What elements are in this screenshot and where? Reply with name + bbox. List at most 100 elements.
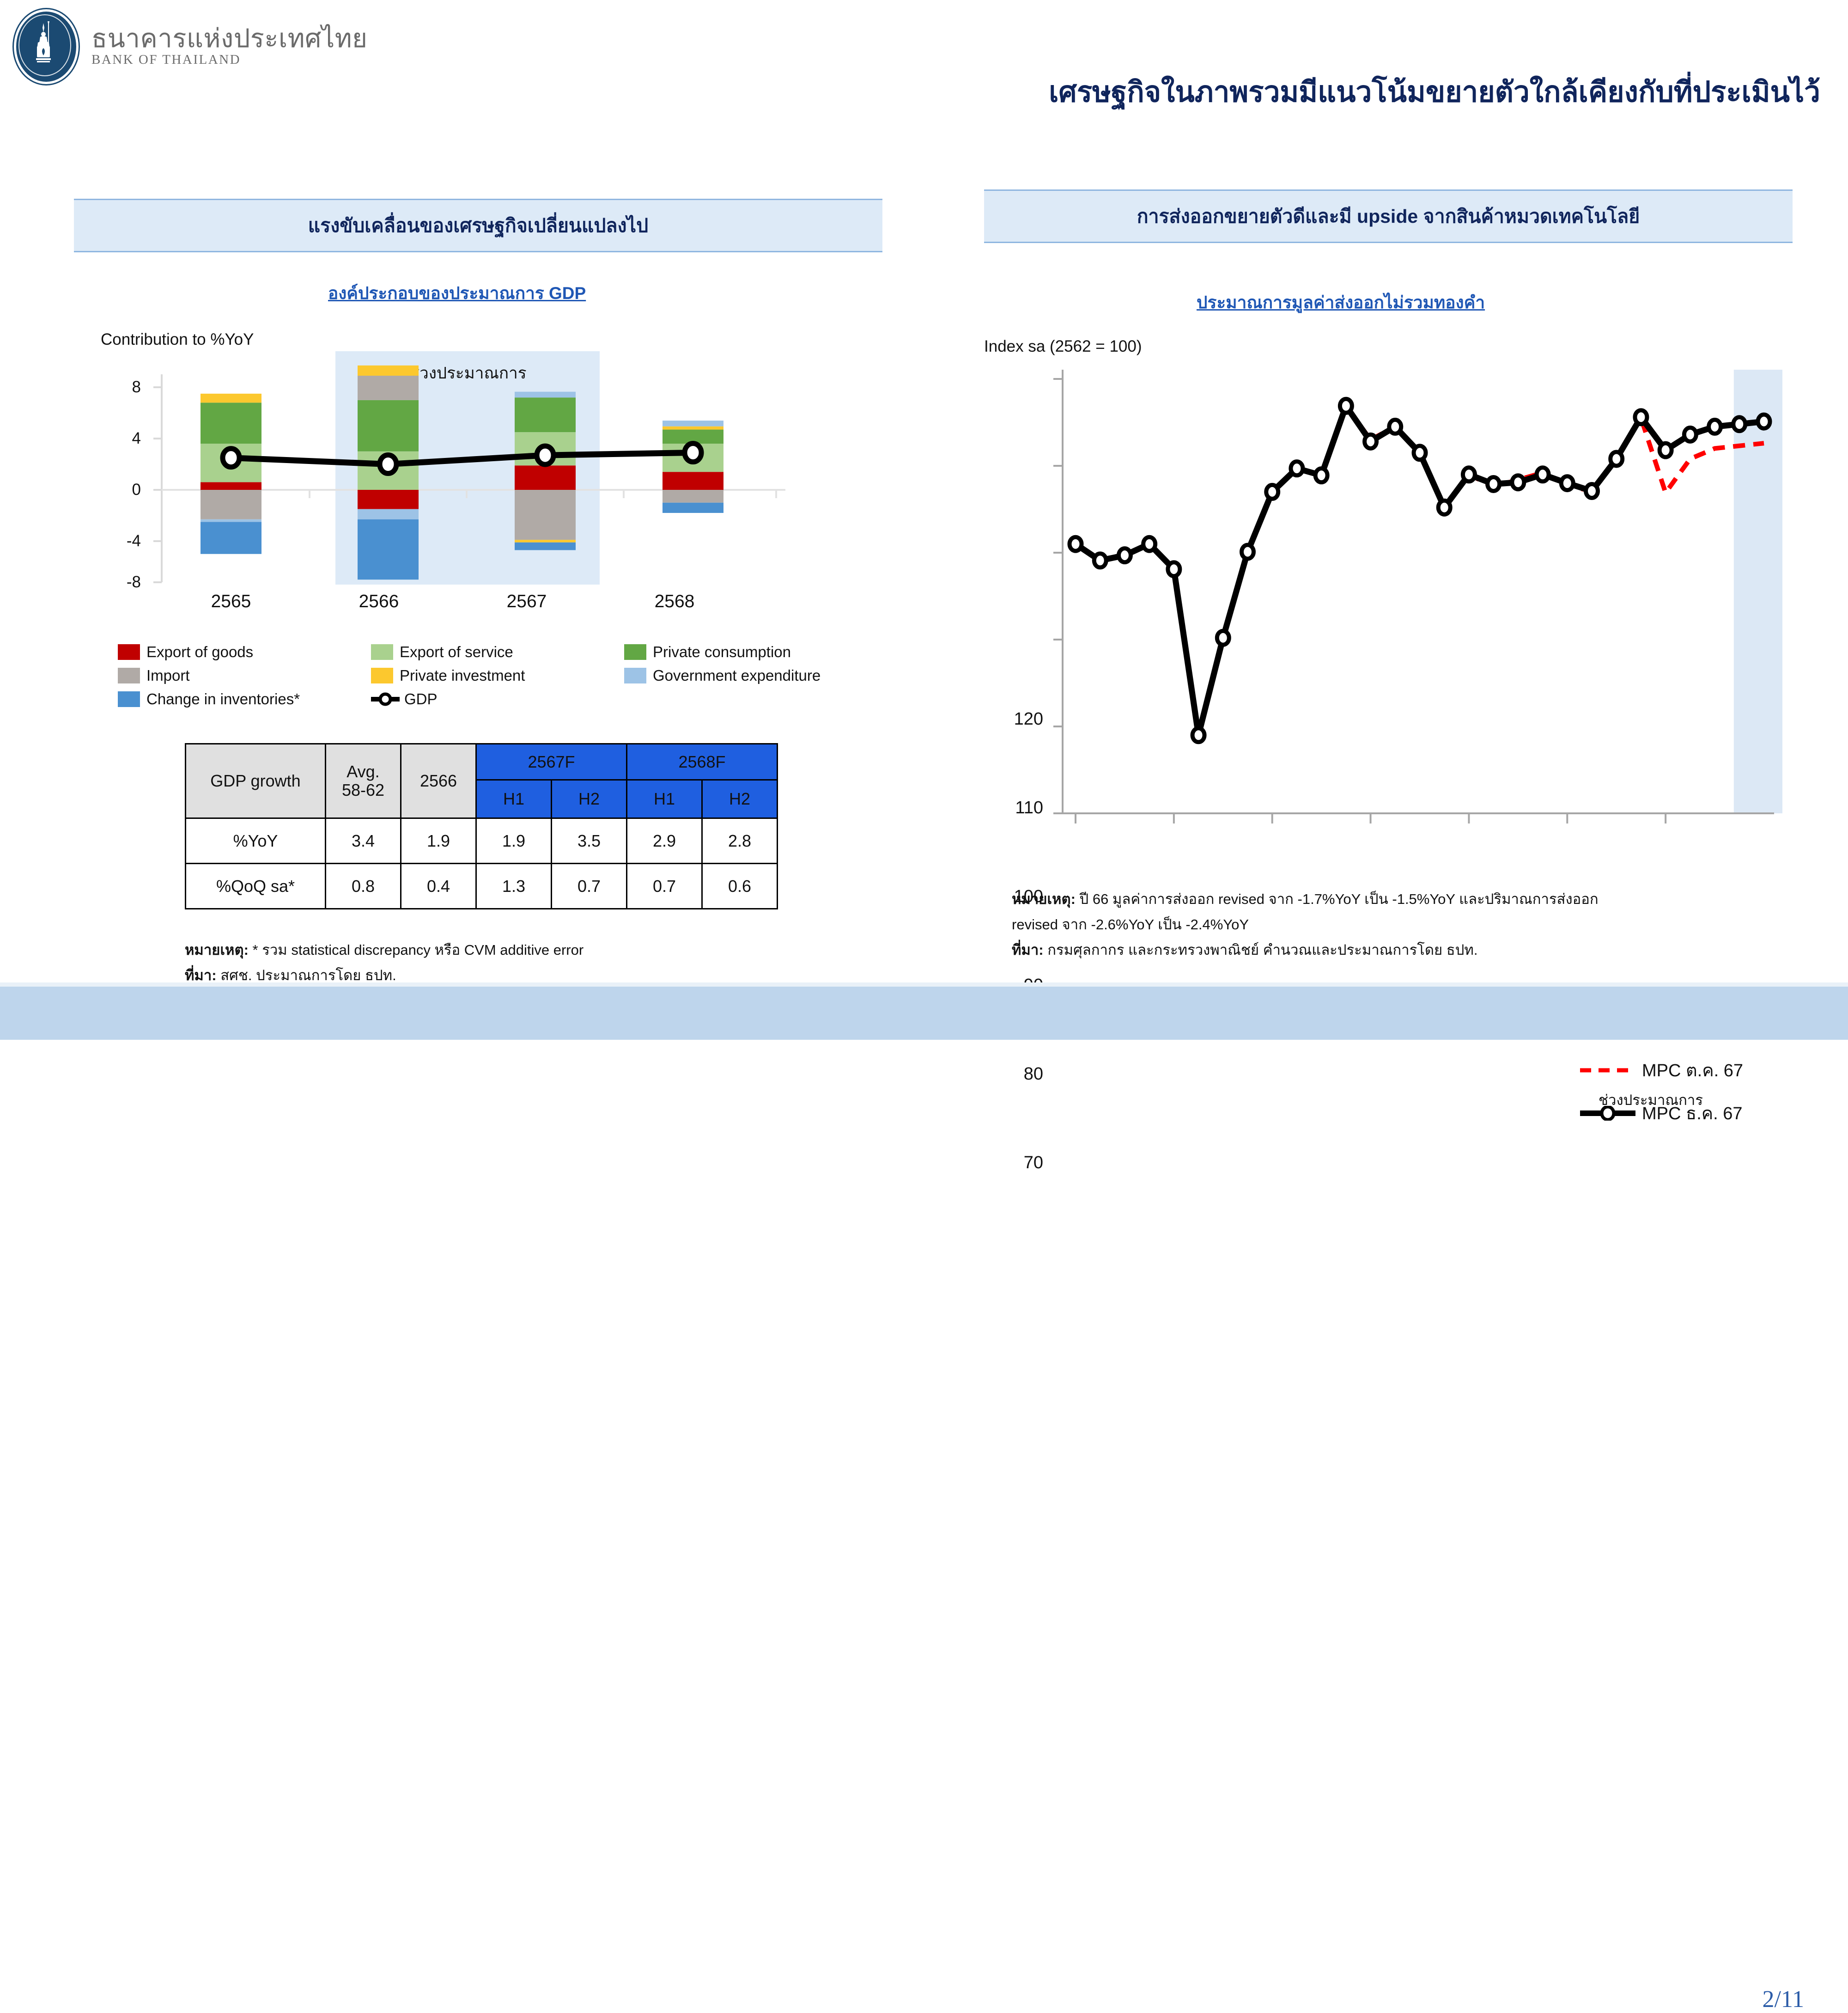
bar-segment [515, 397, 576, 433]
cell-yoy-2568-h1: 2.9 [626, 817, 703, 864]
cell-qoq-2566: 0.4 [400, 863, 477, 909]
line-marker [1460, 465, 1477, 484]
org-name-en: BANK OF THAILAND [91, 52, 241, 67]
line-marker [1633, 408, 1649, 427]
seal-figure-icon [36, 21, 51, 62]
cell-yoy-2567-h1: 1.9 [475, 817, 552, 864]
right-banner-text: การส่งออกขยายตัวดีและมี upside จากสินค้า… [1137, 205, 1640, 227]
left-footnote-note: หมายเหตุ: * รวม statistical discrepancy … [185, 938, 584, 961]
line-markers [1067, 396, 1772, 744]
bar-chart-legend: Export of goods Export of service Privat… [118, 643, 903, 714]
line-series-mpc-oct [1296, 403, 1764, 510]
legend-item-gdp: GDP [371, 690, 624, 708]
bar-segment [358, 400, 419, 451]
table-row-label-yoy: %YoY [185, 817, 326, 864]
line-ytick-80: 80 [1023, 1064, 1043, 1084]
right-footnote-note-line1: หมายเหตุ: ปี 66 มูลค่าการส่งออก revised … [1012, 887, 1599, 910]
page-footer: 2/11 [0, 987, 1848, 2013]
line-marker [1240, 543, 1256, 561]
left-chart-subtitle-link[interactable]: องค์ประกอบของประมาณการ GDP [328, 284, 586, 303]
cell-yoy-2567-h2: 3.5 [551, 817, 627, 864]
legend-item-import: Import [118, 667, 371, 684]
table-col-avg: Avg. 58-62 [325, 743, 401, 819]
line-marker [1608, 450, 1625, 468]
legend-item-private-investment: Private investment [371, 667, 624, 684]
gdp-marker [377, 452, 399, 476]
legend-gdp-line-marker-icon [371, 691, 400, 707]
right-chart-subtitle-link[interactable]: ประมาณการมูลค่าส่งออกไม่รวมทองคำ [1197, 293, 1485, 312]
bar-xlabel-2565: 2565 [211, 592, 251, 611]
gdp-contribution-chart: ช่วงประมาณการ 8 4 0 -4 -8 2565 2566 2567… [74, 351, 822, 633]
line-marker [1657, 441, 1674, 459]
bar-segment [663, 426, 723, 430]
left-footnote-note-prefix: หมายเหตุ: [185, 942, 249, 958]
line-y-ticks [1053, 378, 1063, 814]
legend-item-government-expenditure: Government expenditure [624, 667, 877, 684]
bar-segment [358, 376, 419, 400]
legend-label-export-of-service: Export of service [400, 643, 513, 660]
table-row: %YoY 3.4 1.9 1.9 3.5 2.9 2.8 [185, 817, 778, 864]
table-header-row-1: GDP growth Avg. 58-62 2566 2567F 2568F [185, 743, 778, 819]
left-footnote-source: ที่มา: สศช. ประมาณการโดย ธปท. [185, 964, 396, 987]
bar-ytick-4: 4 [132, 429, 141, 447]
table-row-label-qoq: %QoQ sa* [185, 863, 326, 909]
table-col-2566: 2566 [400, 743, 477, 819]
right-footnote-source-prefix: ที่มา: [1012, 942, 1044, 958]
legend-swatch-export-of-service [371, 644, 393, 660]
bar-segment [515, 542, 576, 550]
legend-label-export-of-goods: Export of goods [146, 643, 254, 660]
legend-solid-line-marker-icon [1580, 1105, 1635, 1121]
bar-segment [515, 540, 576, 543]
bar-segment [358, 365, 419, 376]
bar-ytick-neg8: -8 [126, 573, 141, 591]
bar-segment [201, 393, 261, 403]
legend-item-private-consumption: Private consumption [624, 643, 877, 661]
line-marker [1510, 473, 1526, 492]
cell-qoq-2567-h1: 1.3 [475, 863, 552, 909]
legend-label-gdp: GDP [404, 690, 438, 708]
right-footnote-note-line2: revised จาก -2.6%YoY เป็น -2.4%YoY [1012, 916, 1249, 933]
line-marker [1411, 444, 1428, 462]
line-marker [1485, 475, 1502, 493]
cell-qoq-2568-h2: 0.6 [701, 863, 778, 909]
line-ytick-110: 110 [1015, 798, 1043, 817]
line-marker [1362, 432, 1379, 451]
gdp-marker [682, 441, 704, 465]
line-marker [1215, 628, 1231, 647]
bot-seal-icon [14, 9, 79, 84]
legend-item-mpc-oct: MPC ต.ค. 67 [1580, 1056, 1743, 1084]
bar-ytick-neg4: -4 [126, 532, 141, 550]
page-number: 2/11 [1762, 1986, 1804, 2013]
table-row: %QoQ sa* 0.8 0.4 1.3 0.7 0.7 0.6 [185, 863, 778, 909]
cell-yoy-2568-h2: 2.8 [701, 817, 778, 864]
legend-item-change-in-inventories: Change in inventories* [118, 690, 371, 708]
legend-swatch-change-in-inventories [118, 691, 140, 707]
left-footnote-source-body: สศช. ประมาณการโดย ธปท. [216, 967, 396, 983]
left-panel-banner: แรงขับเคลื่อนของเศรษฐกิจเปลี่ยนแปลงไป [74, 199, 882, 252]
line-marker [1337, 396, 1354, 415]
gdp-markers [220, 441, 704, 476]
line-marker [1707, 417, 1723, 436]
line-marker [1731, 415, 1748, 433]
legend-swatch-private-investment [371, 668, 393, 683]
legend-swatch-private-consumption [624, 644, 646, 660]
bar-segment [358, 490, 419, 509]
table-sub-2568-h1: H1 [626, 779, 703, 819]
left-footnote-source-prefix: ที่มา: [185, 967, 217, 983]
right-footnote-note-prefix: หมายเหตุ: [1012, 891, 1076, 907]
bar-segment [515, 465, 576, 490]
legend-label-private-consumption: Private consumption [653, 643, 791, 660]
bot-logo: ธนาคารแห่งประเทศไทย BANK OF THAILAND [14, 9, 367, 84]
line-marker [1141, 535, 1158, 553]
legend-swatch-government-expenditure [624, 668, 646, 683]
bar-forecast-label: ช่วงประมาณการ [408, 364, 527, 382]
bar-segments [201, 365, 723, 580]
table-sub-2567-h2: H2 [551, 779, 627, 819]
line-marker [1264, 482, 1281, 501]
bar-plot-area [153, 365, 785, 583]
cell-qoq-2568-h1: 0.7 [626, 863, 703, 909]
line-marker [1067, 535, 1084, 553]
legend-item-export-of-goods: Export of goods [118, 643, 371, 661]
bar-segment [515, 391, 576, 398]
gdp-line [231, 450, 693, 467]
